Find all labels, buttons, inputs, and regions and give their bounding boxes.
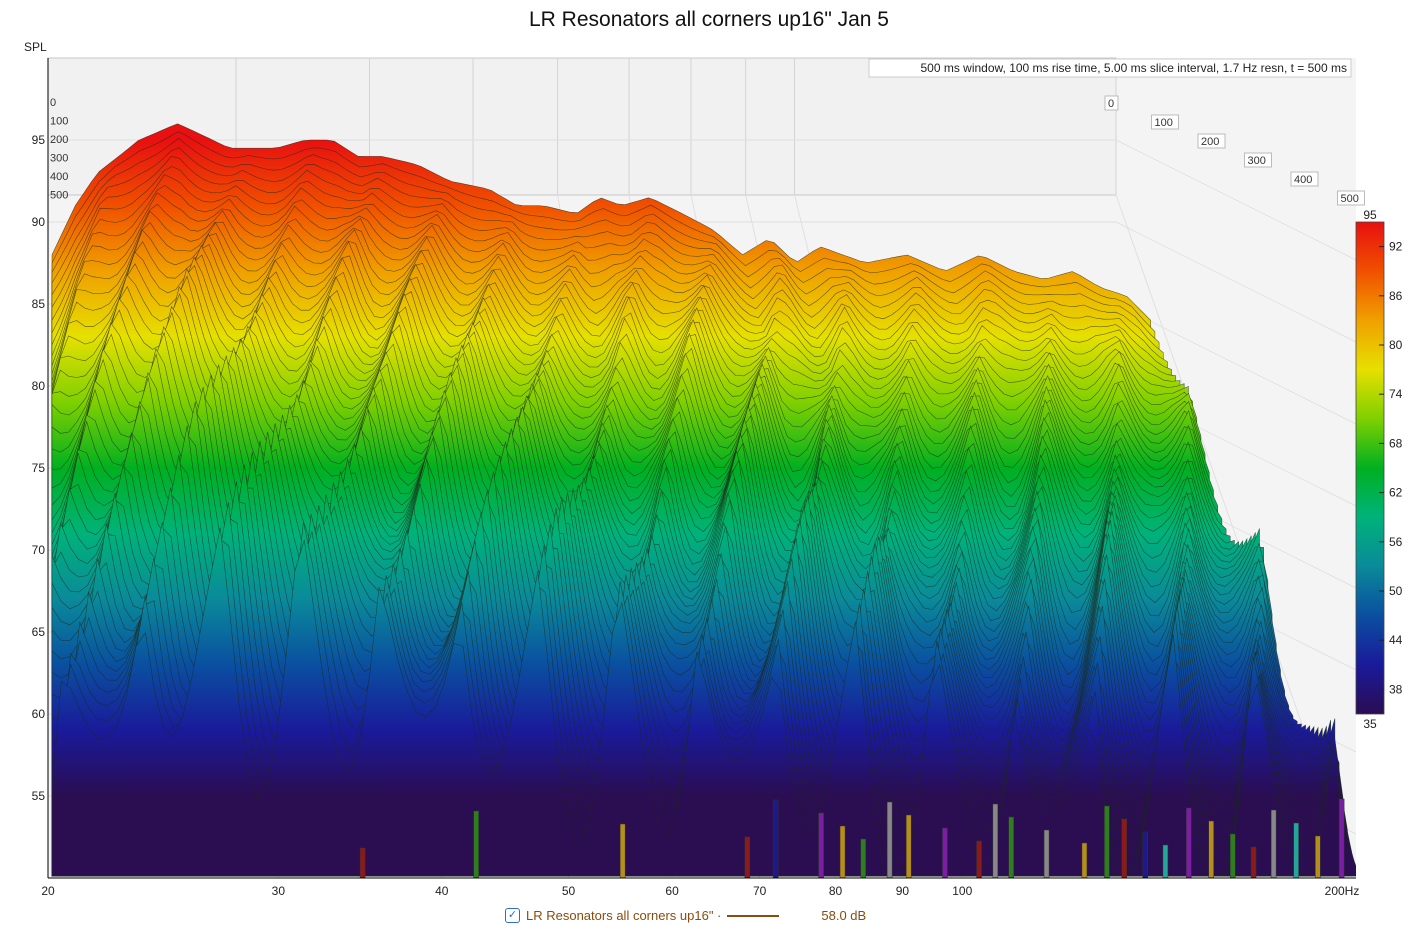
resonance-marker [1230, 833, 1236, 879]
resonance-marker [359, 847, 366, 879]
colorbar-tick-label: 80 [1389, 338, 1403, 352]
resonance-marker [942, 827, 948, 879]
resonance-marker [1043, 829, 1050, 879]
colorbar-tick-label: 74 [1389, 387, 1403, 401]
colorbar: 95 38 44 50 56 62 68 74 80 86 92 35 [1355, 208, 1403, 731]
time-tick-left: 100 [50, 116, 68, 128]
time-tick-box [1151, 114, 1179, 130]
time-tick-left: 200 [50, 134, 68, 146]
resonance-marker [1293, 822, 1299, 879]
time-tick-left: 300 [50, 153, 68, 165]
waterfall-slice [51, 527, 1356, 877]
resonance-marker [976, 840, 982, 879]
time-tick-right: 200 [1201, 136, 1219, 148]
resonance-marker [1081, 842, 1088, 879]
colorbar-gradient-bar [1355, 221, 1385, 715]
resonance-marker [1162, 844, 1169, 879]
legend: ✓ LR Resonators all corners up16" · 58.0… [505, 908, 866, 923]
time-tick-right: 400 [1294, 174, 1312, 186]
time-tick-box [1244, 152, 1272, 168]
legend-label[interactable]: LR Resonators all corners up16" · [526, 908, 722, 923]
time-tick-box [1104, 95, 1119, 111]
resonance-marker [619, 823, 626, 879]
chart-title: LR Resonators all corners up16" Jan 5 [529, 8, 889, 31]
y-tick-label: 95 [32, 133, 46, 147]
colorbar-min-label: 35 [1363, 717, 1377, 731]
settings-box: 500 ms window, 100 ms rise time, 5.00 ms… [868, 58, 1352, 78]
y-tick-label: 80 [32, 379, 46, 393]
resonance-marker [886, 801, 893, 879]
legend-checkbox[interactable]: ✓ [505, 908, 520, 923]
y-axis-label: SPL [24, 40, 47, 54]
y-tick-label: 70 [32, 543, 46, 557]
time-tick-left: 0 [50, 97, 56, 109]
x-tick-label: 60 [665, 884, 679, 898]
resonance-marker [818, 812, 824, 879]
x-tick-label: 20 [41, 884, 55, 898]
x-tick-label: 40 [435, 884, 449, 898]
colorbar-tick-label: 56 [1389, 535, 1403, 549]
time-tick-right: 100 [1155, 117, 1173, 129]
time-tick-box [1337, 190, 1365, 206]
x-tick-label: 90 [896, 884, 910, 898]
resonance-marker [1186, 807, 1192, 879]
legend-value: 58.0 dB [821, 908, 867, 923]
resonance-marker [1270, 809, 1277, 879]
resonance-marker [1315, 835, 1321, 879]
resonance-marker [1250, 846, 1257, 879]
resonance-marker [1208, 820, 1214, 879]
resonance-marker [1104, 805, 1110, 879]
x-tick-label: 50 [562, 884, 576, 898]
x-tick-label: 30 [272, 884, 286, 898]
x-tick-label: 70 [753, 884, 767, 898]
waterfall-slices [51, 123, 1356, 877]
x-tick-label: 100 [952, 884, 972, 898]
y-tick-label: 65 [32, 625, 46, 639]
resonance-marker [1142, 831, 1148, 879]
resonance-marker [473, 810, 479, 879]
axes: SPL 55 60 65 70 75 80 85 90 95 20 30 40 50 60 70 80 90 100… [24, 40, 1359, 898]
colorbar-tick-label: 44 [1389, 633, 1403, 647]
colorbar-tick-label: 68 [1389, 436, 1403, 450]
time-tick-left: 500 [50, 190, 68, 202]
resonance-marker [1338, 798, 1345, 879]
x-tick-label: 200Hz [1325, 884, 1360, 898]
y-tick-label: 60 [32, 707, 46, 721]
time-tick-right: 500 [1341, 193, 1359, 205]
colorbar-tick-label: 38 [1389, 682, 1403, 696]
colorbar-tick-label: 92 [1389, 240, 1403, 254]
colorbar-tick-label: 62 [1389, 486, 1403, 500]
time-tick-right: 300 [1248, 155, 1266, 167]
grid-side-line [1115, 221, 1357, 343]
resonance-marker [905, 814, 912, 879]
y-tick-label: 55 [32, 789, 46, 803]
legend-line-swatch [727, 914, 780, 917]
resonance-marker [1008, 816, 1014, 879]
resonance-marker [772, 799, 779, 879]
grid-side-line [1115, 303, 1357, 425]
resonance-marker [992, 803, 999, 879]
grid-side-line [1115, 139, 1357, 261]
y-tick-label: 85 [32, 297, 46, 311]
x-tick-label: 80 [829, 884, 843, 898]
resonance-marker [839, 825, 846, 879]
time-tick-box [1290, 171, 1319, 187]
time-tick-box [1197, 133, 1226, 149]
colorbar-max-label: 95 [1363, 208, 1377, 222]
colorbar-tick-label: 50 [1389, 584, 1403, 598]
resonance-marker [744, 836, 751, 879]
settings-text: 500 ms window, 100 ms rise time, 5.00 ms… [920, 61, 1347, 75]
resonance-marker [1121, 818, 1128, 879]
resonance-marker [860, 838, 866, 879]
time-tick-left: 400 [50, 171, 68, 183]
colorbar-tick-label: 86 [1389, 289, 1403, 303]
time-tick-right: 0 [1108, 98, 1114, 110]
y-tick-label: 90 [32, 215, 46, 229]
y-tick-label: 75 [32, 461, 46, 475]
